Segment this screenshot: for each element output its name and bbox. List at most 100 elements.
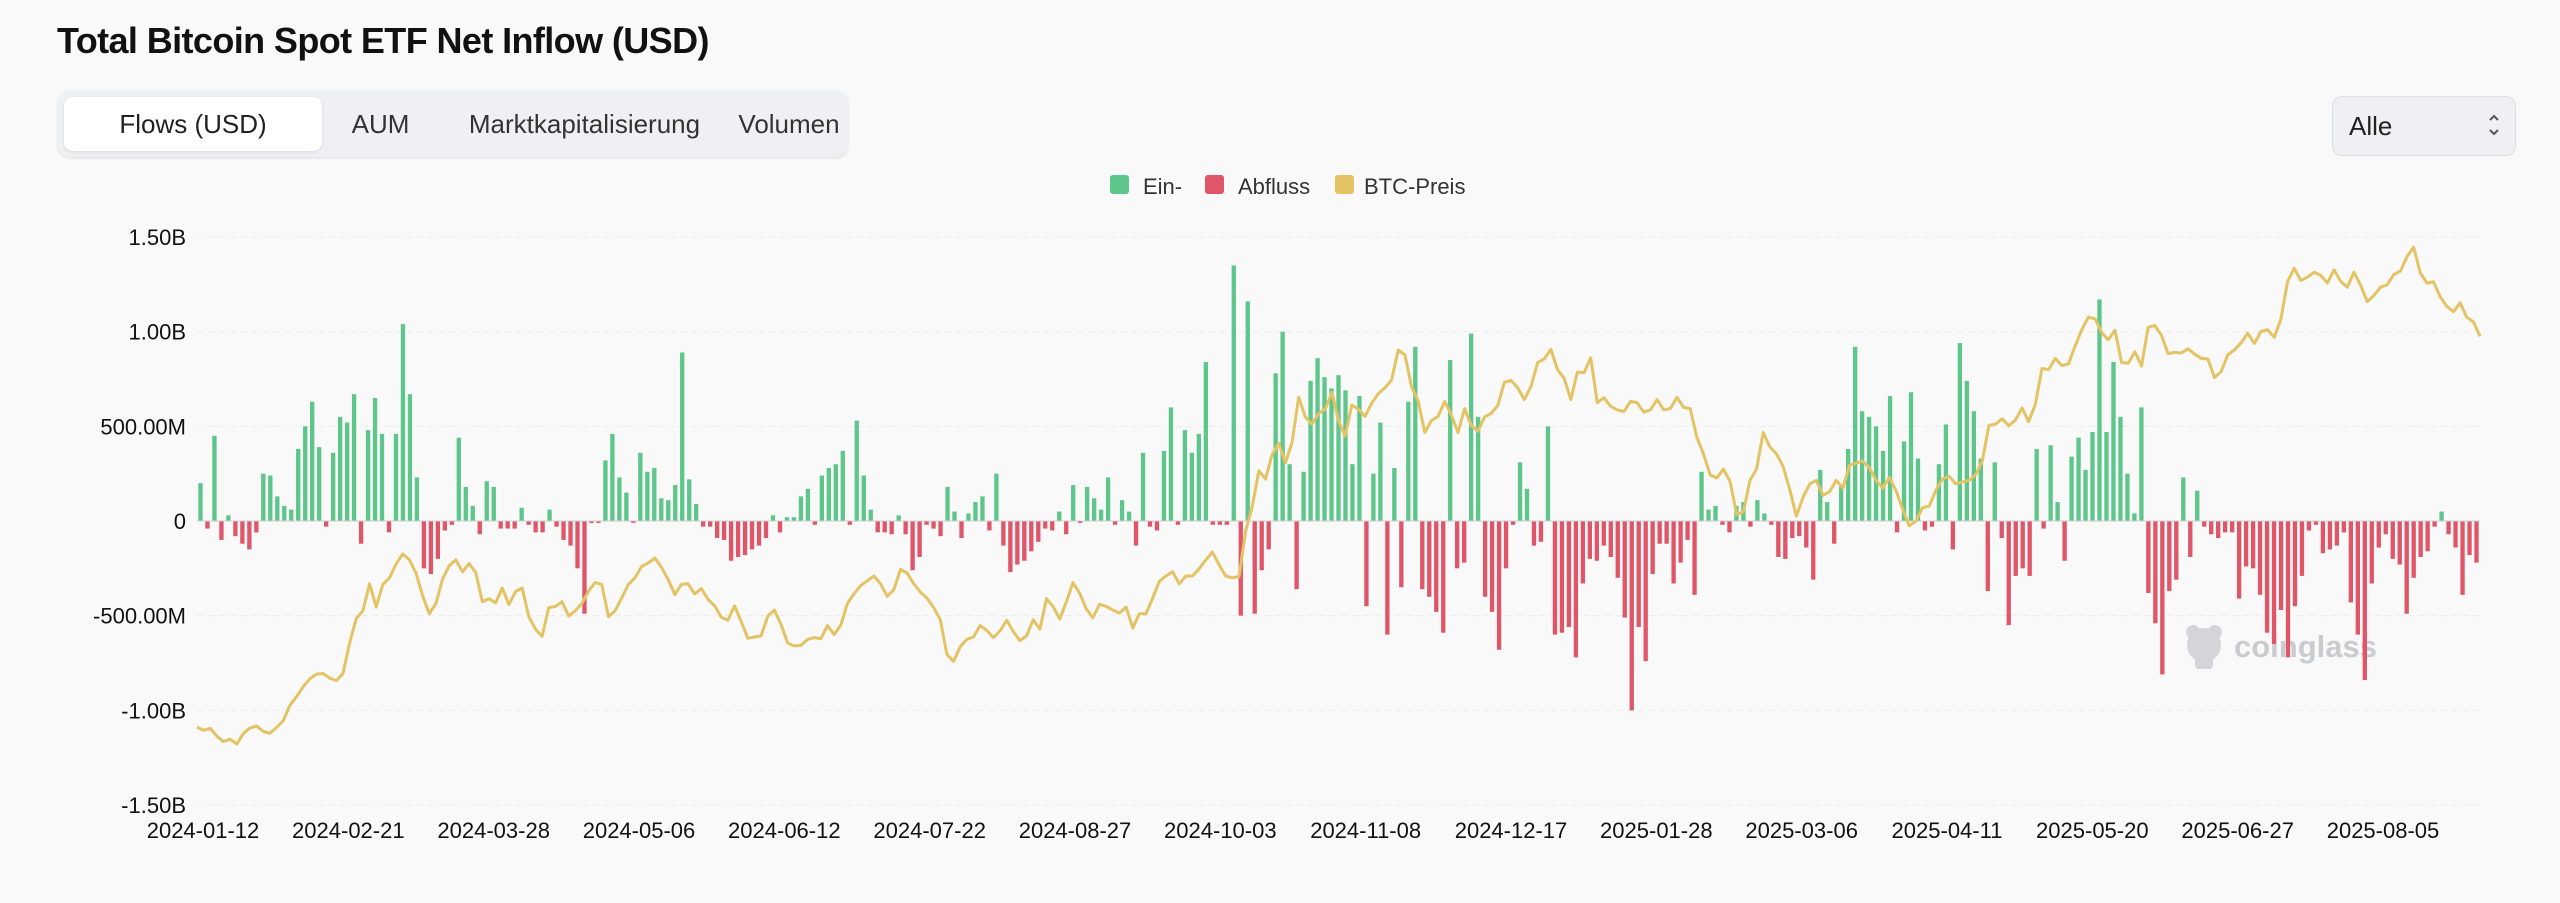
inflow-bar[interactable] xyxy=(400,324,406,521)
outflow-bar[interactable] xyxy=(2250,521,2256,569)
outflow-bar[interactable] xyxy=(233,521,238,537)
outflow-bar[interactable] xyxy=(554,521,559,527)
outflow-bar[interactable] xyxy=(1364,521,1369,607)
outflow-bar[interactable] xyxy=(2425,521,2430,552)
outflow-bar[interactable] xyxy=(2390,521,2395,559)
inflow-bar[interactable] xyxy=(330,452,336,521)
inflow-bar[interactable] xyxy=(1992,462,1997,521)
outflow-bar[interactable] xyxy=(1455,521,1460,569)
inflow-bar[interactable] xyxy=(1140,452,1146,521)
outflow-bar[interactable] xyxy=(1811,521,1816,580)
outflow-bar[interactable] xyxy=(2411,521,2416,578)
inflow-bar[interactable] xyxy=(2181,477,2186,521)
outflow-bar[interactable] xyxy=(1615,521,1620,578)
inflow-bar[interactable] xyxy=(470,505,475,521)
inflow-bar[interactable] xyxy=(491,486,496,521)
outflow-bar[interactable] xyxy=(2355,521,2360,635)
inflow-bar[interactable] xyxy=(2097,299,2102,521)
inflow-bar[interactable] xyxy=(2090,432,2095,521)
inflow-bar[interactable] xyxy=(694,503,699,521)
inflow-bar[interactable] xyxy=(1859,411,1865,521)
outflow-bar[interactable] xyxy=(2474,521,2479,563)
inflow-bar[interactable] xyxy=(1524,488,1530,521)
outflow-bar[interactable] xyxy=(1036,521,1041,542)
inflow-bar[interactable] xyxy=(1901,441,1907,521)
outflow-bar[interactable] xyxy=(1608,521,1613,557)
outflow-bar[interactable] xyxy=(1210,521,1215,525)
outflow-bar[interactable] xyxy=(938,521,943,537)
outflow-bar[interactable] xyxy=(1671,521,1676,584)
inflow-bar[interactable] xyxy=(310,401,315,521)
outflow-bar[interactable] xyxy=(2027,521,2032,576)
outflow-bar[interactable] xyxy=(1496,521,1502,650)
outflow-bar[interactable] xyxy=(358,521,364,544)
outflow-bar[interactable] xyxy=(1678,521,1683,563)
inflow-bar[interactable] xyxy=(1203,361,1209,521)
inflow-bar[interactable] xyxy=(1825,502,1830,521)
outflow-bar[interactable] xyxy=(1622,521,1627,618)
outflow-bar[interactable] xyxy=(2202,521,2207,527)
inflow-bar[interactable] xyxy=(1957,343,1963,521)
outflow-bar[interactable] xyxy=(421,521,427,569)
inflow-bar[interactable] xyxy=(2139,407,2144,521)
outflow-bar[interactable] xyxy=(931,521,936,529)
inflow-bar[interactable] xyxy=(198,483,203,521)
inflow-bar[interactable] xyxy=(868,509,873,521)
outflow-bar[interactable] xyxy=(847,521,852,525)
outflow-bar[interactable] xyxy=(2418,521,2423,557)
inflow-bar[interactable] xyxy=(393,433,399,521)
inflow-bar[interactable] xyxy=(303,426,308,521)
tab-flows-usd[interactable]: Flows (USD) xyxy=(64,97,322,151)
outflow-bar[interactable] xyxy=(701,521,706,527)
outflow-bar[interactable] xyxy=(2313,521,2319,525)
outflow-bar[interactable] xyxy=(512,521,517,529)
tab-volumen[interactable]: Volumen xyxy=(738,109,840,139)
inflow-bar[interactable] xyxy=(2034,449,2039,521)
inflow-bar[interactable] xyxy=(1392,467,1397,521)
inflow-bar[interactable] xyxy=(1943,424,1949,521)
outflow-bar[interactable] xyxy=(1538,521,1544,542)
outflow-bar[interactable] xyxy=(2223,521,2228,533)
inflow-bar[interactable] xyxy=(826,467,832,521)
outflow-bar[interactable] xyxy=(575,521,580,569)
outflow-bar[interactable] xyxy=(1008,521,1013,573)
inflow-bar[interactable] xyxy=(659,498,664,521)
inflow-bar[interactable] xyxy=(2055,502,2060,521)
outflow-bar[interactable] xyxy=(875,521,880,533)
outflow-bar[interactable] xyxy=(582,521,587,614)
inflow-bar[interactable] xyxy=(638,452,643,521)
outflow-bar[interactable] xyxy=(2334,521,2340,546)
outflow-bar[interactable] xyxy=(533,521,538,533)
outflow-bar[interactable] xyxy=(2362,521,2367,681)
inflow-bar[interactable] xyxy=(784,517,790,521)
inflow-bar[interactable] xyxy=(798,496,804,521)
inflow-bar[interactable] xyxy=(407,394,413,521)
outflow-bar[interactable] xyxy=(1001,521,1006,546)
outflow-bar[interactable] xyxy=(987,521,992,531)
outflow-bar[interactable] xyxy=(749,521,755,550)
outflow-bar[interactable] xyxy=(2369,521,2374,584)
outflow-bar[interactable] xyxy=(882,521,887,533)
inflow-bar[interactable] xyxy=(2195,490,2200,521)
inflow-bar[interactable] xyxy=(1755,500,1760,521)
outflow-bar[interactable] xyxy=(435,521,441,559)
outflow-bar[interactable] xyxy=(2341,521,2347,533)
outflow-bar[interactable] xyxy=(505,521,510,529)
inflow-bar[interactable] xyxy=(861,475,866,521)
legend-item-outflow[interactable]: Abfluss xyxy=(1205,174,1310,199)
outflow-bar[interactable] xyxy=(2174,521,2179,580)
inflow-bar[interactable] xyxy=(1517,462,1523,521)
outflow-bar[interactable] xyxy=(1797,521,1802,537)
inflow-bar[interactable] xyxy=(268,475,273,521)
outflow-bar[interactable] xyxy=(735,521,741,557)
outflow-bar[interactable] xyxy=(2383,521,2388,535)
outflow-bar[interactable] xyxy=(2292,521,2298,607)
inflow-bar[interactable] xyxy=(1915,458,1921,521)
outflow-bar[interactable] xyxy=(1510,521,1516,525)
outflow-bar[interactable] xyxy=(1385,521,1390,635)
inflow-bar[interactable] xyxy=(1336,375,1341,521)
outflow-bar[interactable] xyxy=(1769,521,1774,525)
outflow-bar[interactable] xyxy=(721,521,727,540)
inflow-bar[interactable] xyxy=(833,464,838,521)
inflow-bar[interactable] xyxy=(673,485,678,521)
